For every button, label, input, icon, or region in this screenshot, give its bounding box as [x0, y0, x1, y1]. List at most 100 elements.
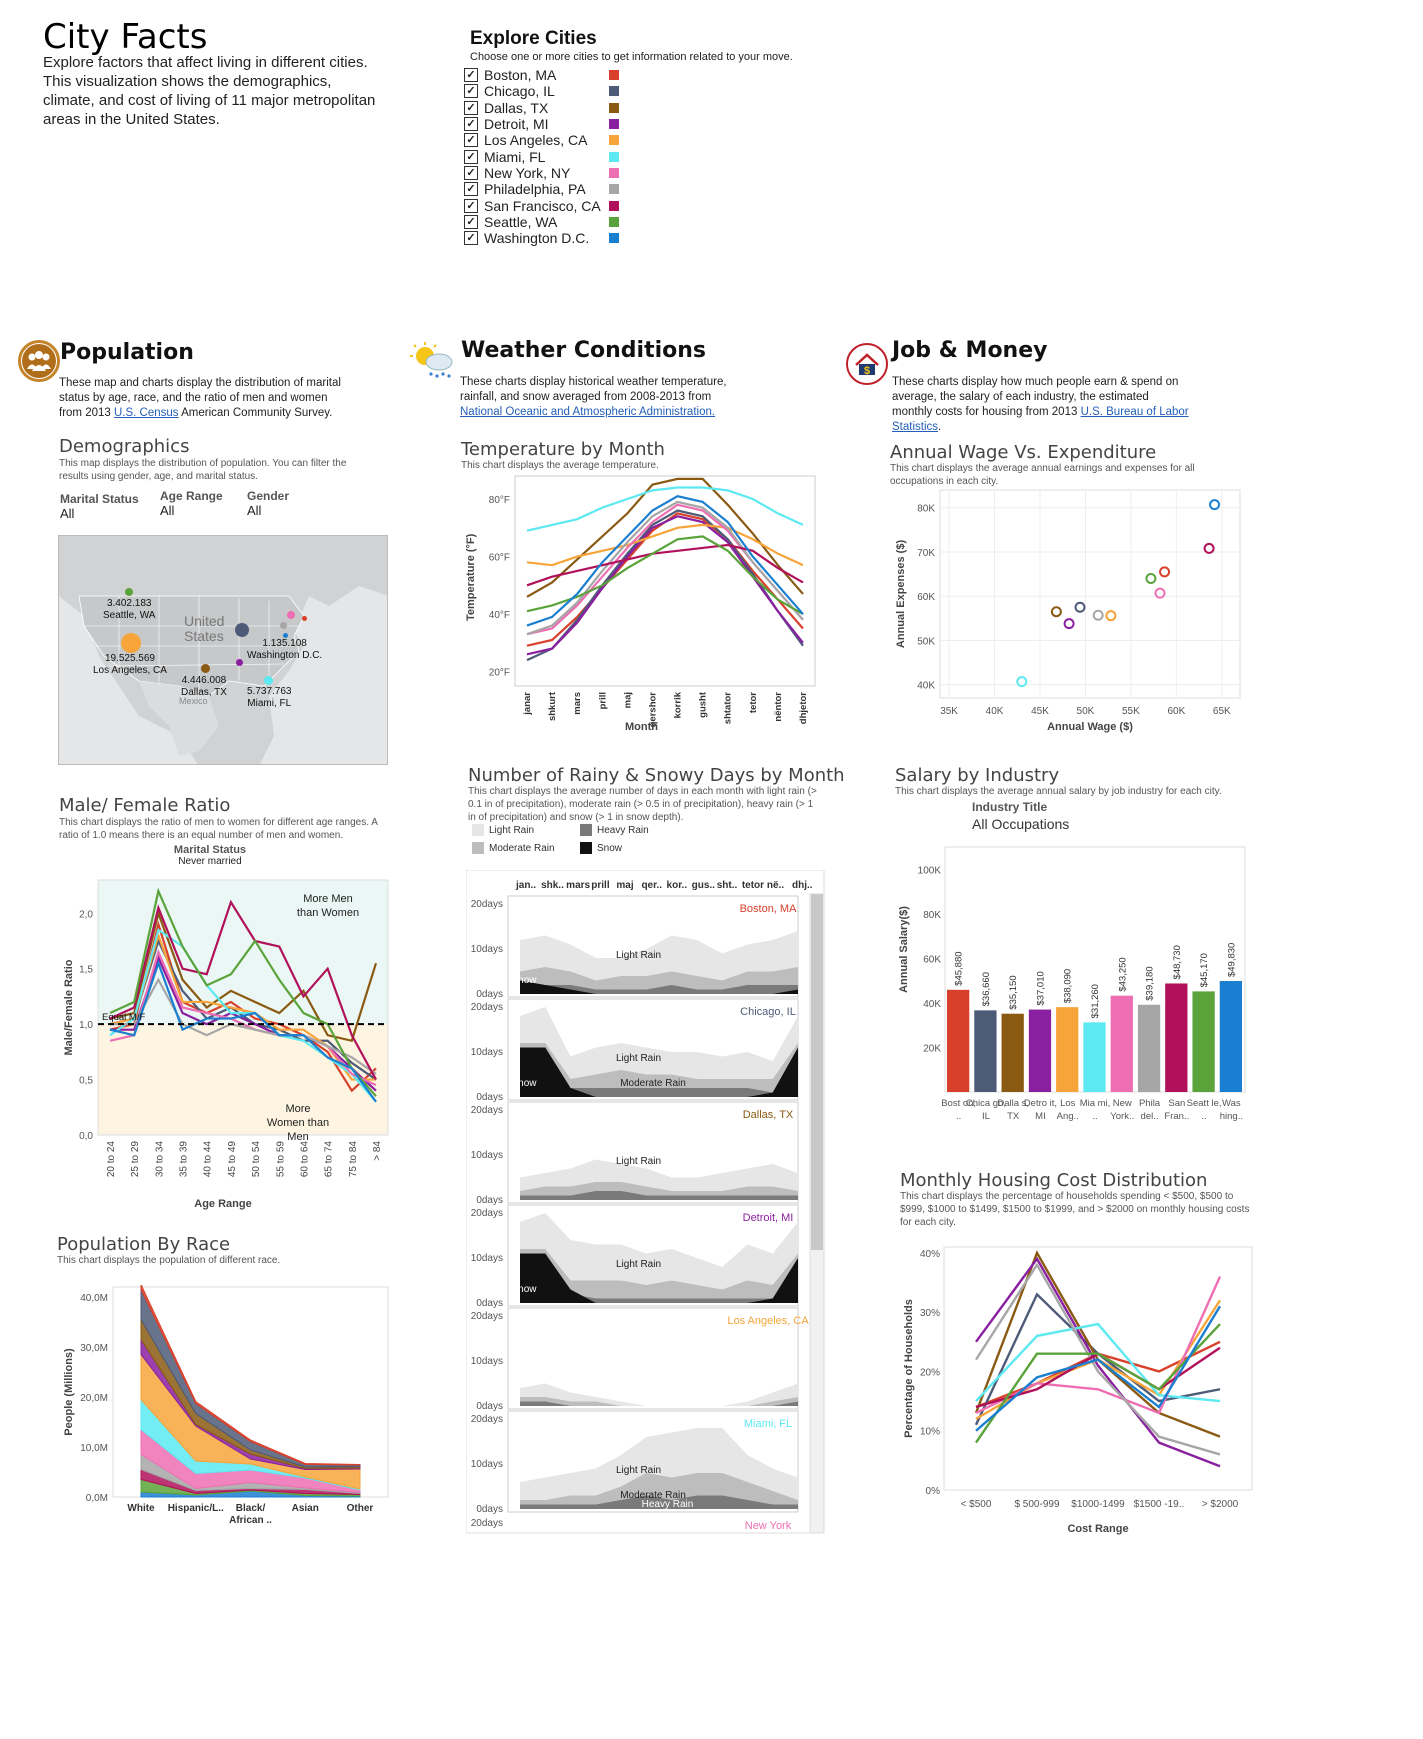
- city-checkbox[interactable]: ✓: [464, 84, 478, 99]
- ratio-chart[interactable]: 0,0 0,5 1,0 1,5 2,0 20 to 24 25 to 29 30 to 34 3…: [58, 878, 398, 1223]
- city-option-5[interactable]: ✓ Miami, FL: [464, 148, 619, 165]
- city-checkbox[interactable]: ✓: [464, 149, 478, 164]
- scatter-point: [1016, 676, 1028, 688]
- temperature-chart[interactable]: 20°F 40°F 60°F 80°F janar shkurt mars prill maj q…: [460, 474, 825, 736]
- salary-bar: [1137, 1004, 1161, 1092]
- map-dot-chicago[interactable]: [235, 623, 249, 637]
- age-filter[interactable]: Age Range All: [160, 489, 223, 518]
- map-dot-philadelphia[interactable]: [280, 622, 287, 629]
- legend-moderate-rain: Moderate Rain: [472, 842, 555, 854]
- city-checkbox[interactable]: ✓: [464, 214, 478, 229]
- city-option-7[interactable]: ✓ Philadelphia, PA: [464, 181, 619, 197]
- rain-scroll-thumb: [811, 894, 823, 1250]
- page-title: City Facts: [43, 17, 208, 57]
- temp-title: Temperature by Month: [461, 439, 665, 460]
- city-checkbox[interactable]: ✓: [464, 68, 478, 83]
- city-checkbox[interactable]: ✓: [464, 198, 478, 213]
- city-label: Miami, FL: [484, 148, 546, 165]
- wage-scatter-chart[interactable]: 35K 40K 45K 50K 55K 60K 65K 40K 50K 60K 70K 80K Annu…: [890, 488, 1245, 736]
- map-dot-miami[interactable]: [264, 676, 273, 685]
- race-desc: This chart displays the population of di…: [57, 1255, 281, 1266]
- city-checkbox[interactable]: ✓: [464, 231, 478, 246]
- map-dot-dallas[interactable]: [201, 664, 210, 673]
- y-tick-label: 20%: [920, 1367, 940, 1378]
- rainy-days-chart[interactable]: jan.. shk.. mars prill maj qer.. kor.. gus.. sht…: [466, 870, 826, 1535]
- housing-line: [975, 1256, 1221, 1468]
- salary-title: Salary by Industry: [895, 765, 1060, 786]
- city-option-1[interactable]: ✓ Chicago, IL: [464, 83, 619, 99]
- x-tick-label: $1500 -19..: [1134, 1499, 1185, 1510]
- x-tick-label: 35K: [940, 706, 958, 717]
- bls-link[interactable]: U.S. Bureau of Labor Statistics: [892, 406, 1189, 433]
- bar-value-label: $43,250: [1117, 957, 1128, 991]
- rain-y-tick: 0days: [476, 989, 503, 1000]
- city-option-6[interactable]: ✓ New York, NY: [464, 165, 619, 181]
- population-icon: [18, 340, 60, 382]
- rain-y-tick: 20days: [471, 1105, 503, 1116]
- rain-city-label: Miami, FL: [744, 1418, 792, 1430]
- salary-bar-chart[interactable]: 20K 40K 60K 80K 100K Annual Salary($) $45,880 B…: [893, 845, 1258, 1130]
- city-label: Boston, MA: [484, 67, 557, 84]
- city-checkbox[interactable]: ✓: [464, 165, 478, 180]
- map-dot-newyork[interactable]: [287, 611, 295, 619]
- housing-cost-chart[interactable]: 0% 10% 20% 30% 40% < $500 $ 500-999 $1000-1499 $…: [898, 1245, 1258, 1540]
- city-checkbox[interactable]: ✓: [464, 117, 478, 132]
- city-option-4[interactable]: ✓ Los Angeles, CA: [464, 132, 619, 148]
- rain-area: [520, 1253, 798, 1303]
- housing-line: [974, 1262, 1221, 1456]
- x-tick-label: IL: [982, 1111, 990, 1122]
- x-tick-label: 60 to 64: [299, 1141, 310, 1178]
- race-chart[interactable]: 0,0M 10,0M 20,0M 30,0M 40,0M White Hispanic/L.…: [58, 1285, 398, 1535]
- x-tick-label: ..: [1092, 1111, 1097, 1122]
- city-option-0[interactable]: ✓ Boston, MA: [464, 67, 619, 83]
- census-link[interactable]: U.S. Census: [113, 407, 179, 419]
- city-label: Detroit, MI: [484, 116, 549, 133]
- weather-icon: [407, 340, 457, 380]
- industry-filter[interactable]: Industry Title All Occupations: [972, 800, 1070, 832]
- city-checkbox[interactable]: ✓: [464, 100, 478, 115]
- city-option-3[interactable]: ✓ Detroit, MI: [464, 116, 619, 132]
- x-tick-label: African ..: [229, 1515, 272, 1526]
- city-checkbox[interactable]: ✓: [464, 133, 478, 148]
- city-option-10[interactable]: ✓ Washington D.C.: [464, 230, 619, 246]
- x-tick-label: 50K: [1077, 706, 1095, 717]
- map-country-us: United States: [184, 613, 225, 644]
- gender-filter[interactable]: Gender All: [247, 489, 290, 518]
- city-option-8[interactable]: ✓ San Francisco, CA: [464, 197, 619, 214]
- rain-y-tick: 0days: [476, 1195, 503, 1206]
- x-tick-label: 25 to 29: [130, 1141, 141, 1178]
- map-dot-dc[interactable]: [283, 633, 288, 638]
- city-option-2[interactable]: ✓ Dallas, TX: [464, 100, 619, 116]
- city-checkbox[interactable]: ✓: [464, 182, 478, 197]
- map-label-seattle: 3.402.183 Seattle, WA: [103, 598, 156, 621]
- x-tick-label: 55K: [1122, 706, 1140, 717]
- wage-desc: This chart displays the average annual e…: [890, 463, 1195, 487]
- y-axis-label: Annual Expenses ($): [895, 540, 907, 649]
- map-dot-boston[interactable]: [302, 616, 307, 621]
- ratio-filter[interactable]: Marital Status Never married: [173, 844, 247, 867]
- y-tick-label: 0,0M: [86, 1493, 108, 1504]
- plot-area: [939, 489, 1241, 699]
- marital-filter[interactable]: Marital Status All: [60, 492, 139, 521]
- x-tick-label: Chica go,: [966, 1098, 1006, 1109]
- city-option-9[interactable]: ✓ Seattle, WA: [464, 214, 619, 230]
- rain-y-tick: 10days: [471, 1150, 503, 1161]
- bar-value-label: $48,730: [1172, 945, 1183, 979]
- city-label: Philadelphia, PA: [484, 181, 586, 198]
- weather-title: Weather Conditions: [461, 338, 706, 363]
- map-dot-detroit[interactable]: [236, 659, 243, 666]
- city-color-swatch: [609, 200, 619, 211]
- scatter-point: [1063, 618, 1075, 630]
- x-tick-label: 30 to 34: [154, 1141, 165, 1178]
- x-tick-label: MI: [1035, 1111, 1046, 1122]
- noaa-link[interactable]: National Oceanic and Atmospheric Adminis…: [460, 406, 716, 418]
- scatter-point: [1154, 587, 1166, 599]
- bar-value-label: $31,260: [1090, 984, 1101, 1018]
- ratio-line: [109, 899, 377, 1081]
- map-dot-seattle[interactable]: [125, 588, 133, 596]
- population-map[interactable]: United States Mexico 3.402.183 Seattle, W…: [58, 535, 388, 765]
- y-tick-label: 80K: [923, 910, 941, 921]
- y-tick-label: 60K: [917, 592, 935, 603]
- map-dot-la[interactable]: [121, 633, 141, 653]
- x-tick-label: korrik: [673, 691, 684, 718]
